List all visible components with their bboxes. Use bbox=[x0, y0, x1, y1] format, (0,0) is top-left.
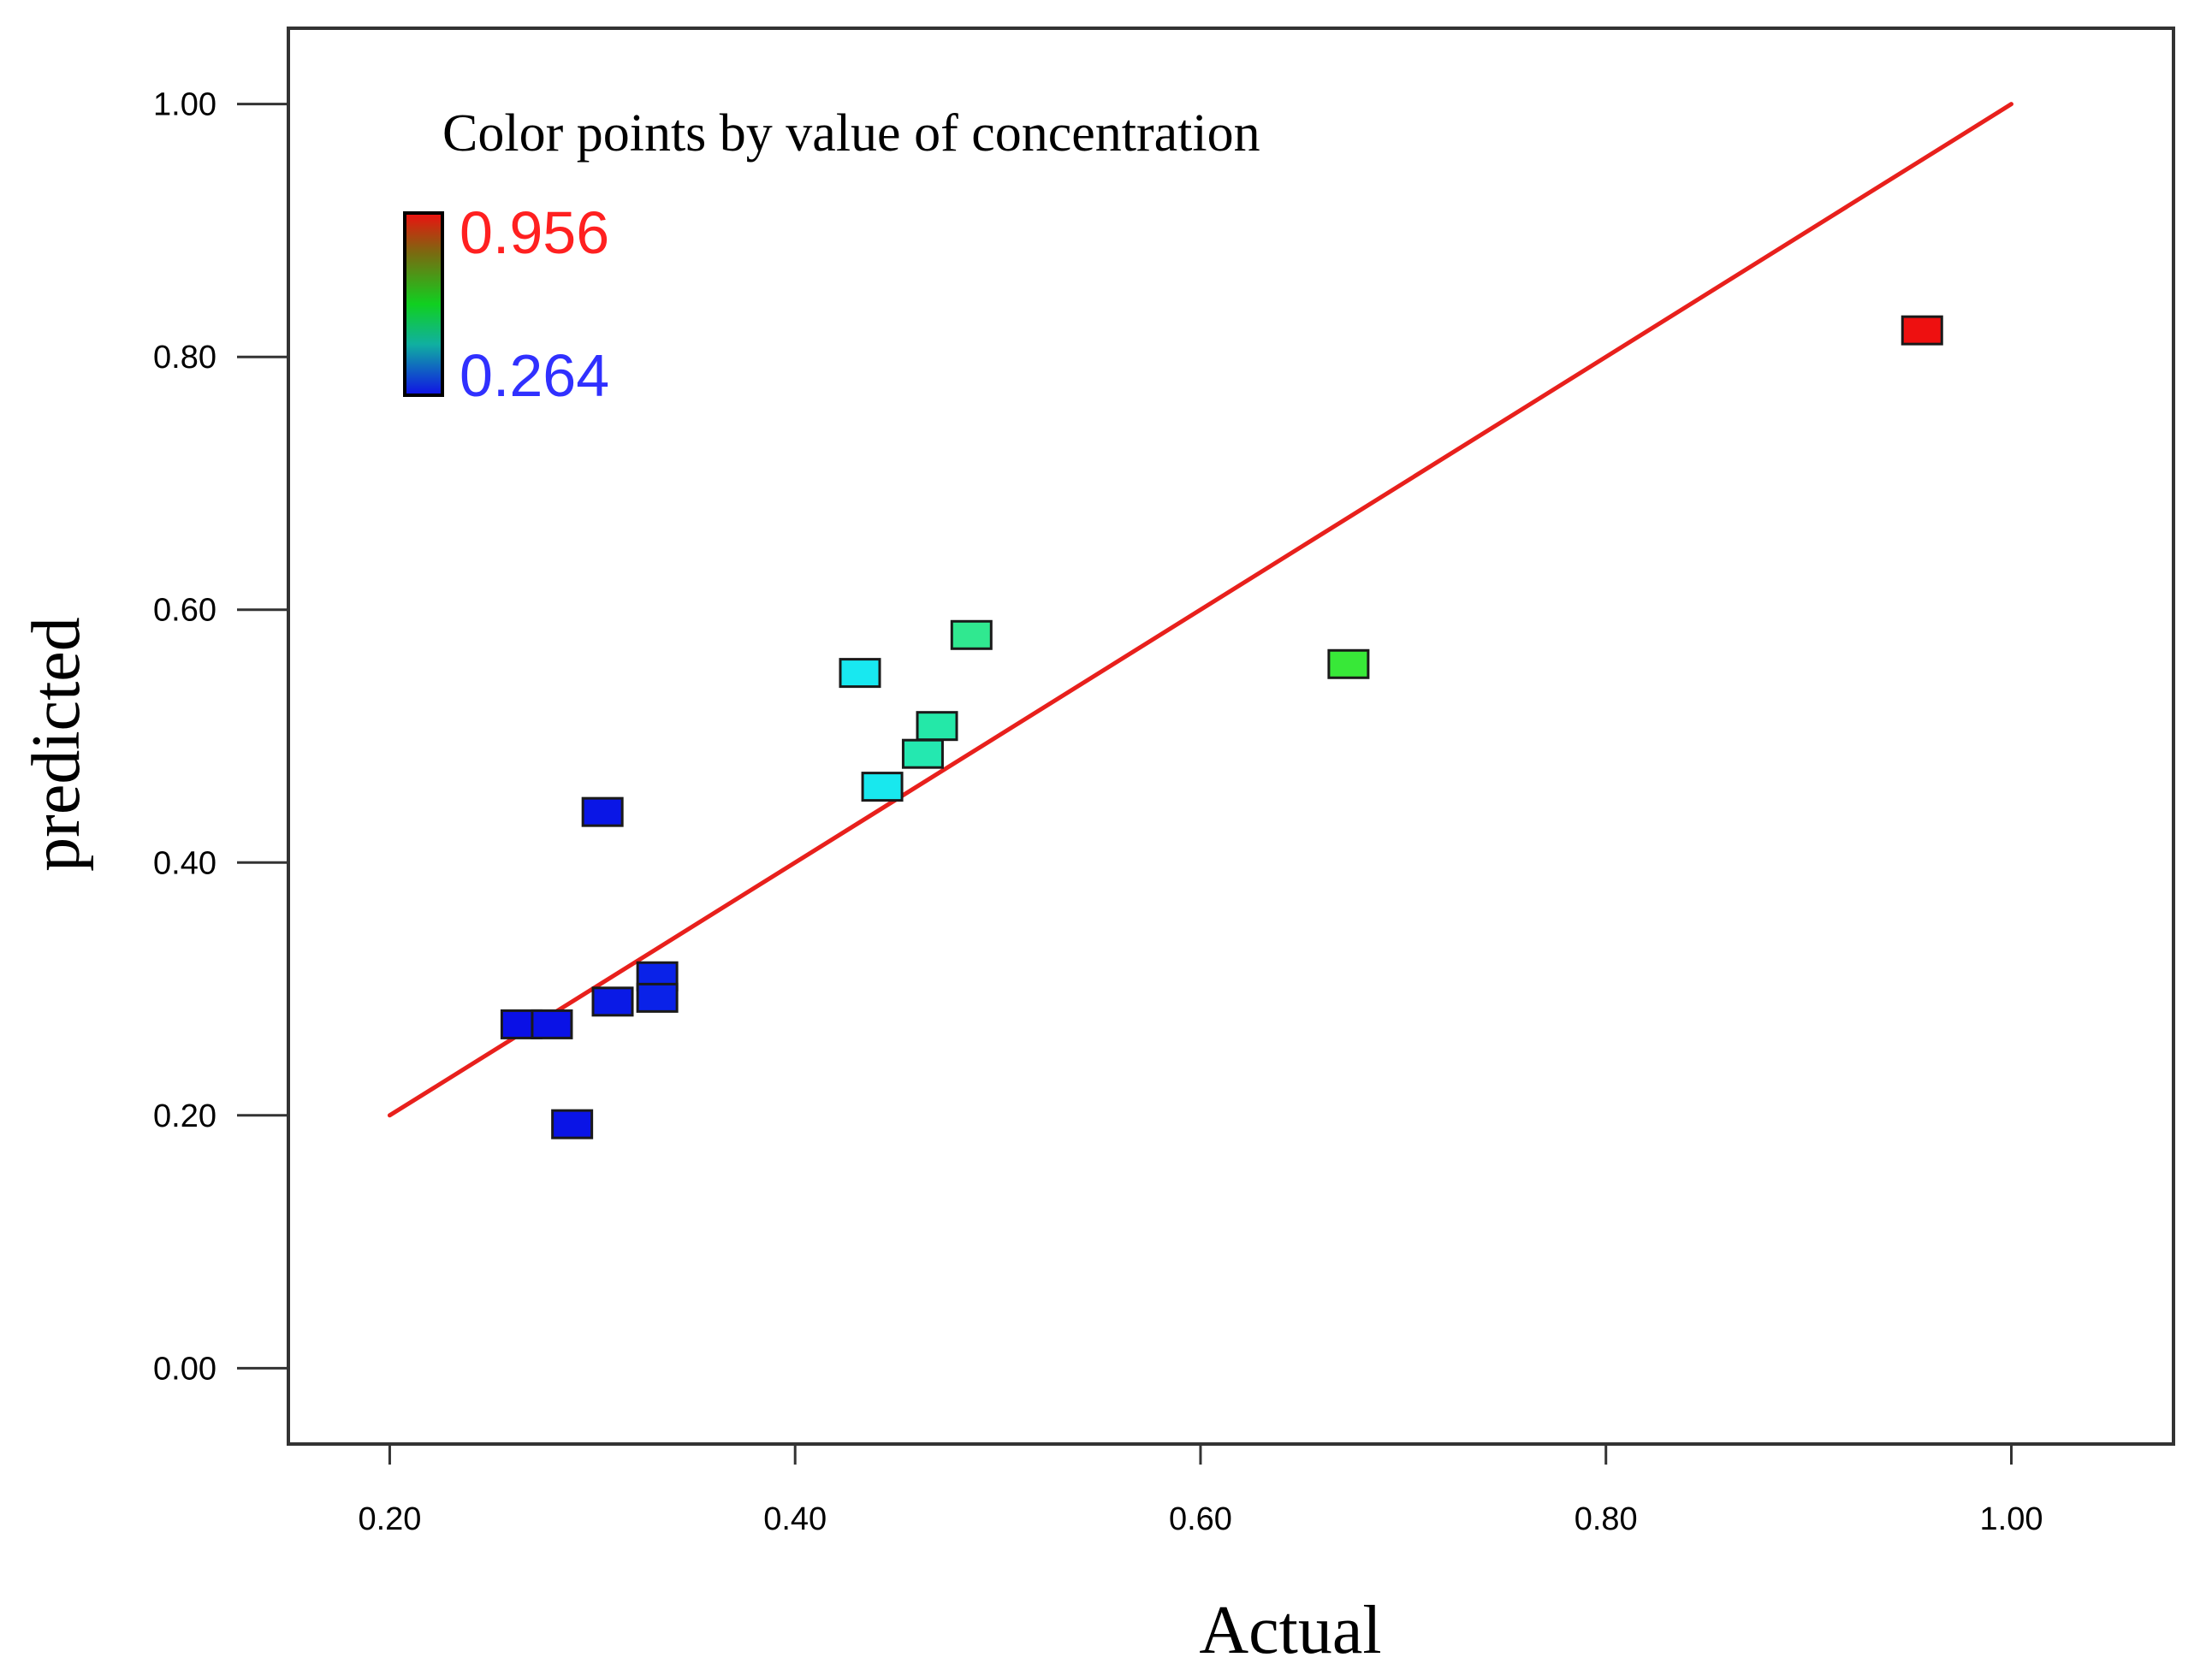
y-tick-label: 0.00 bbox=[153, 1351, 216, 1387]
data-points bbox=[500, 315, 1943, 1139]
data-point bbox=[591, 986, 634, 1017]
data-point bbox=[916, 711, 958, 742]
x-tick-label: 0.20 bbox=[358, 1501, 421, 1537]
x-axis-ticks: 0.20 0.40 0.60 0.80 1.00 bbox=[358, 1444, 2043, 1537]
plot-frame bbox=[287, 27, 2175, 1446]
x-axis-title: Actual bbox=[1199, 1593, 1381, 1668]
data-point bbox=[839, 658, 881, 689]
data-point bbox=[1327, 648, 1370, 679]
data-point bbox=[636, 982, 679, 1013]
legend-color-bar bbox=[403, 211, 444, 397]
data-point bbox=[901, 738, 944, 769]
y-tick-label: 0.60 bbox=[153, 593, 216, 629]
reference-line bbox=[387, 102, 2013, 1118]
y-tick-label: 0.40 bbox=[153, 845, 216, 881]
y-tick-label: 0.80 bbox=[153, 340, 216, 376]
x-tick-label: 0.40 bbox=[763, 1501, 827, 1537]
y-tick-label: 1.00 bbox=[153, 87, 216, 123]
y-axis-ticks: 0.00 0.20 0.40 0.60 0.80 1.00 bbox=[153, 87, 288, 1387]
color-legend: Color points by value of concentration 0… bbox=[403, 104, 1260, 409]
data-point bbox=[531, 1009, 573, 1039]
data-point bbox=[861, 772, 904, 802]
legend-max-value: 0.956 bbox=[460, 199, 609, 266]
data-point bbox=[950, 619, 993, 650]
data-point bbox=[581, 796, 624, 827]
data-point bbox=[551, 1109, 594, 1139]
legend-min-value: 0.264 bbox=[460, 342, 609, 409]
x-tick-label: 0.60 bbox=[1169, 1501, 1232, 1537]
data-point bbox=[1901, 315, 1943, 346]
y-tick-label: 0.20 bbox=[153, 1098, 216, 1134]
x-tick-label: 1.00 bbox=[1980, 1501, 2043, 1537]
x-tick-label: 0.80 bbox=[1574, 1501, 1638, 1537]
legend-title: Color points by value of concentration bbox=[442, 104, 1260, 163]
y-axis-title: predicted bbox=[19, 617, 94, 872]
